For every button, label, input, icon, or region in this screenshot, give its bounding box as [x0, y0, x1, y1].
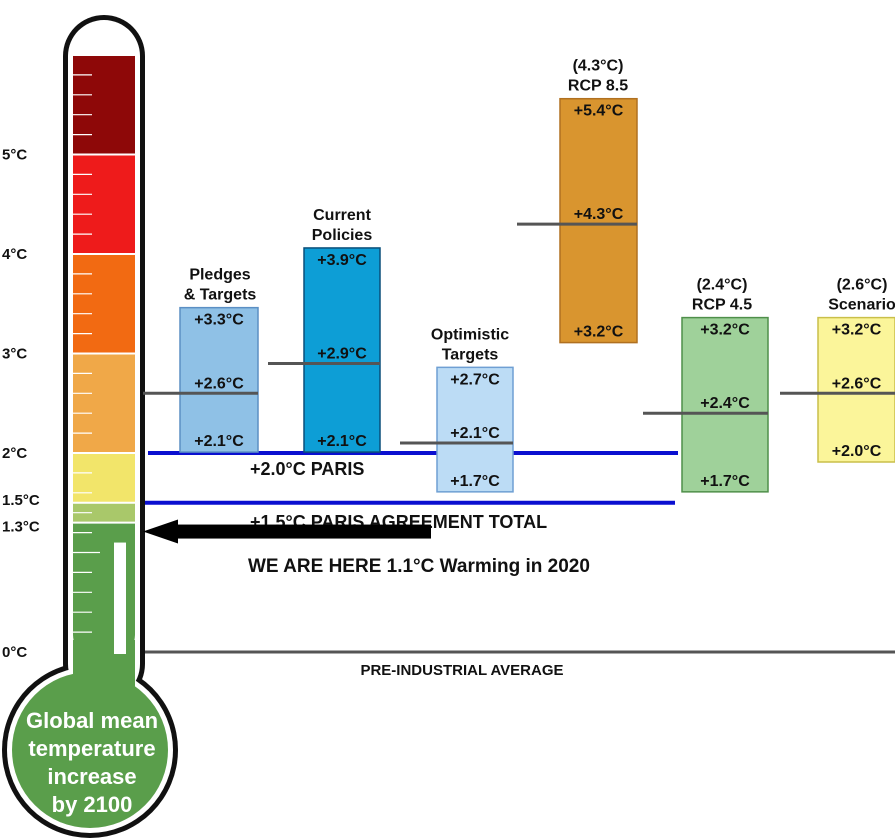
- scenario-mid-label: +2.9°C: [317, 345, 367, 362]
- scenario-mid-label: +2.1°C: [450, 425, 500, 442]
- scenario-bar-group: +3.2°C +2.4°C +1.7°C (2.4°C) RCP 4.5: [643, 277, 769, 493]
- thermometer-band: [73, 353, 135, 453]
- thermometer-bands: [73, 54, 135, 665]
- scenario-title: RCP 4.5: [692, 297, 752, 314]
- scenario-title: & Targets: [184, 287, 257, 304]
- axis-tick-label: 2°C: [2, 445, 27, 462]
- current-marker-label: WE ARE HERE 1.1°C Warming in 2020: [248, 556, 590, 577]
- scenario-mid-label: +2.6°C: [194, 375, 244, 392]
- thermometer-bulb: [12, 672, 168, 828]
- current-marker-arrow: [176, 524, 431, 539]
- thermometer-tick-marks: [73, 74, 100, 633]
- scenario-bar-group: +3.3°C +2.6°C +2.1°C Pledges & Targets: [143, 267, 259, 453]
- bulb-label: by 2100: [52, 792, 133, 817]
- scenario-low-label: +1.7°C: [700, 473, 750, 490]
- scenario-low-label: +3.2°C: [574, 324, 624, 341]
- bulb-label: temperature: [28, 736, 155, 761]
- scenario-bar-group: +3.9°C +2.9°C +2.1°C Current Policies: [268, 207, 381, 453]
- axis-tick-label: 5°C: [2, 147, 27, 164]
- thermometer-band: [73, 154, 135, 254]
- thermometer-band: [73, 55, 135, 155]
- bulb-label: increase: [47, 764, 136, 789]
- scenario-low-label: +1.7°C: [450, 473, 500, 490]
- scenario-bar: [179, 306, 259, 453]
- scenario-bar: [681, 316, 769, 493]
- scenario-high-label: +2.7°C: [450, 371, 500, 388]
- bulb-label: Global mean: [26, 708, 158, 733]
- reference-line-label: +2.0°C PARIS: [250, 459, 364, 479]
- scenario-title: Current: [313, 207, 371, 224]
- scenario-title: Pledges: [189, 267, 250, 284]
- scenario-bar: [303, 247, 381, 453]
- scenario-title: Policies: [312, 227, 373, 244]
- thermometer-band: [73, 453, 135, 503]
- scenario-mid-label: +2.4°C: [700, 395, 750, 412]
- scenario-bar-group: +3.2°C +2.6°C +2.0°C (2.6°C) Scenario: [780, 277, 895, 463]
- scenario-high-label: +3.2°C: [700, 322, 750, 339]
- thermometer-band: [73, 254, 135, 354]
- axis-tick-label: 3°C: [2, 346, 27, 363]
- y-axis: 0°C 1.3°C 1.5°C 2°C 3°C 4°C 5°C: [2, 147, 40, 662]
- scenario-title: RCP 8.5: [568, 78, 628, 95]
- scenario-bar: [559, 97, 638, 344]
- scenario-low-label: +2.1°C: [317, 433, 367, 450]
- scenario-bar: [436, 366, 514, 493]
- axis-tick-label: 4°C: [2, 246, 27, 263]
- scenario-bar: [817, 316, 895, 463]
- scenario-high-label: +3.9°C: [317, 252, 367, 269]
- thermometer-band: [73, 502, 135, 523]
- baseline-label: PRE-INDUSTRIAL AVERAGE: [360, 662, 563, 679]
- scenario-title: Optimistic: [431, 326, 509, 343]
- scenario-title: (2.4°C): [697, 277, 748, 294]
- axis-tick-label: 1.3°C: [2, 519, 40, 536]
- scenario-low-label: +2.0°C: [832, 443, 882, 460]
- scenario-low-label: +2.1°C: [194, 433, 244, 450]
- scenario-title: Targets: [442, 346, 499, 363]
- scenario-mid-label: +2.6°C: [832, 375, 882, 392]
- scenario-high-label: +3.2°C: [832, 322, 882, 339]
- scenario-bar-group: +5.4°C +4.3°C +3.2°C (4.3°C) RCP 8.5: [517, 58, 638, 344]
- axis-tick-label: 0°C: [2, 644, 27, 661]
- scenario-title: Scenario: [828, 297, 895, 314]
- scenario-mid-label: +4.3°C: [574, 206, 624, 223]
- scenario-high-label: +5.4°C: [574, 103, 624, 120]
- scenario-title: (4.3°C): [573, 58, 624, 75]
- current-level-indicator: [114, 542, 126, 654]
- axis-tick-label: 1.5°C: [2, 492, 40, 509]
- scenario-bar-group: +2.7°C +2.1°C +1.7°C Optimistic Targets: [400, 326, 514, 493]
- scenario-high-label: +3.3°C: [194, 312, 244, 329]
- current-marker-arrowhead: [143, 519, 178, 544]
- scenario-title: (2.6°C): [837, 277, 888, 294]
- thermometer: Global mean temperature increase by 2100: [2, 15, 178, 838]
